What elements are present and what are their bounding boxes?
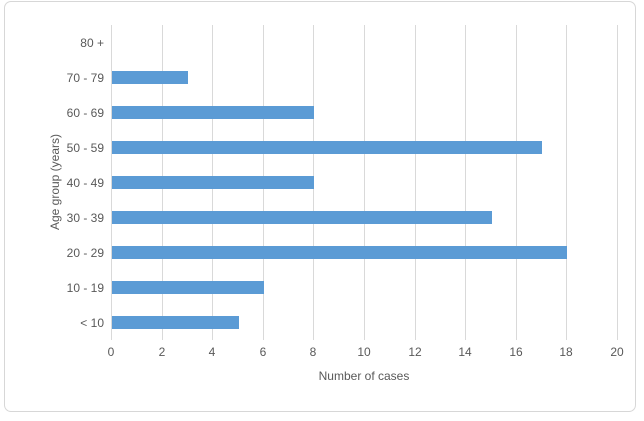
y-category-label: 40 - 49 xyxy=(66,176,104,190)
gridline xyxy=(566,25,567,340)
x-tick-label: 2 xyxy=(158,345,166,359)
bar-20-29 xyxy=(112,246,567,259)
gridline xyxy=(465,25,466,340)
x-tick-label: 10 xyxy=(357,345,371,359)
y-category-label: 80 + xyxy=(80,36,104,50)
gridline xyxy=(364,25,365,340)
bar-30-39 xyxy=(112,211,492,224)
x-tick-label: 12 xyxy=(408,345,422,359)
y-category-label: < 10 xyxy=(80,316,104,330)
y-category-label: 70 - 79 xyxy=(66,71,104,85)
y-category-label: 50 - 59 xyxy=(66,141,104,155)
bar-<10 xyxy=(112,316,239,329)
y-axis-category-labels: 80 + 70 - 79 60 - 69 50 - 59 40 - 49 30 - 39 2… xyxy=(0,25,104,340)
x-tick-label: 16 xyxy=(509,345,523,359)
y-category-label: 20 - 29 xyxy=(66,246,104,260)
x-tick-label: 4 xyxy=(208,345,216,359)
x-tick-label: 6 xyxy=(259,345,267,359)
gridline xyxy=(617,25,618,340)
chart-frame xyxy=(4,1,636,412)
x-tick-label: 14 xyxy=(458,345,472,359)
bar-10-19 xyxy=(112,281,264,294)
bar-70-79 xyxy=(112,71,188,84)
y-category-label: 30 - 39 xyxy=(66,211,104,225)
x-tick-label: 18 xyxy=(559,345,573,359)
y-axis-line xyxy=(111,25,112,340)
bar-50-59 xyxy=(112,141,542,154)
plot-area: 0 2 4 6 8 10 12 14 16 18 20 xyxy=(108,25,624,359)
x-axis-title: Number of cases xyxy=(318,369,410,383)
x-tick-label: 8 xyxy=(309,345,317,359)
bar-40-49 xyxy=(112,176,314,189)
gridline xyxy=(516,25,517,340)
y-category-label: 60 - 69 xyxy=(66,106,104,120)
y-category-label: 10 - 19 xyxy=(66,281,104,295)
x-tick-label: 0 xyxy=(107,345,115,359)
bar-60-69 xyxy=(112,106,314,119)
x-tick-label: 20 xyxy=(610,345,624,359)
gridline xyxy=(415,25,416,340)
